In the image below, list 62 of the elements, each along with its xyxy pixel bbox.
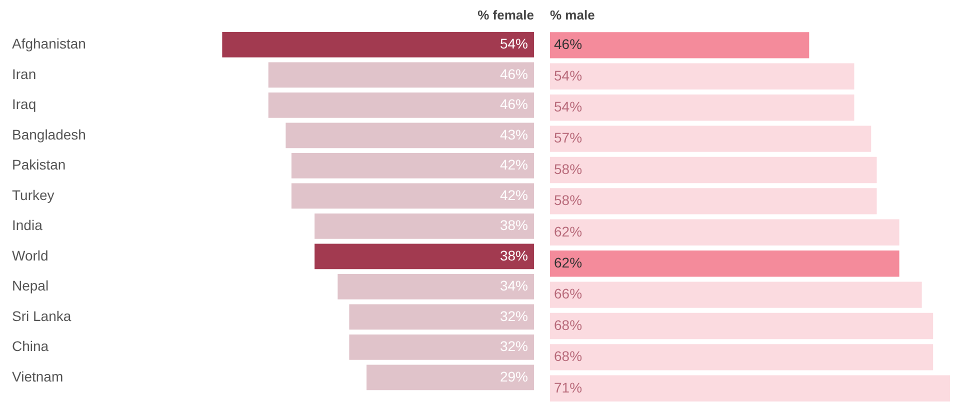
y-tick-label: Nepal <box>12 278 49 294</box>
bar <box>291 183 534 209</box>
y-tick-label: Afghanistan <box>12 36 86 52</box>
data-label: 58% <box>554 160 582 177</box>
bar <box>338 274 534 300</box>
data-label: 68% <box>554 348 582 364</box>
data-label: 68% <box>554 316 582 333</box>
y-tick-label: Pakistan <box>12 156 66 173</box>
y-tick-label: Bangladesh <box>12 126 86 142</box>
bar <box>550 282 922 308</box>
bar <box>550 126 872 152</box>
bar <box>366 364 534 390</box>
bar <box>550 188 877 214</box>
data-label: 32% <box>500 338 528 354</box>
data-label: 57% <box>554 130 582 146</box>
bar <box>314 214 534 239</box>
bar <box>268 62 534 88</box>
bar <box>349 304 534 330</box>
bar <box>550 32 810 58</box>
y-tick-label: Iran <box>12 66 36 82</box>
data-label: 54% <box>554 98 582 114</box>
chart-title: % male <box>550 7 595 22</box>
y-tick-label: China <box>12 338 49 354</box>
data-label: 62% <box>554 223 582 240</box>
bar <box>349 334 534 360</box>
y-tick-label: Sri Lanka <box>12 308 72 324</box>
y-tick-label: Vietnam <box>12 368 64 384</box>
y-tick-label: World <box>12 247 48 264</box>
bar <box>550 156 877 184</box>
data-label: 43% <box>500 126 528 142</box>
data-label: 42% <box>500 156 528 173</box>
data-label: 38% <box>500 247 528 264</box>
data-label: 54% <box>500 36 528 52</box>
bar <box>314 244 534 270</box>
y-tick-label: Turkey <box>12 186 54 203</box>
data-label: 38% <box>500 217 528 234</box>
bar <box>550 312 934 340</box>
bar <box>222 32 534 58</box>
y-tick-label: Iraq <box>12 96 36 112</box>
data-label: 32% <box>500 308 528 324</box>
data-label: 34% <box>500 278 528 294</box>
data-label: 62% <box>554 254 582 270</box>
bar <box>291 153 534 178</box>
data-label: 46% <box>500 66 528 82</box>
y-tick-label: India <box>12 217 43 234</box>
bar <box>550 94 854 121</box>
bar <box>550 250 900 277</box>
bar <box>550 63 854 90</box>
data-label: 54% <box>554 67 582 84</box>
bar <box>550 219 900 246</box>
bar <box>550 344 934 370</box>
data-label: 46% <box>554 36 582 52</box>
data-label: 42% <box>500 186 528 203</box>
bar <box>268 92 534 118</box>
bar <box>286 122 534 148</box>
data-label: 66% <box>554 286 582 302</box>
data-label: 58% <box>554 192 582 208</box>
bar <box>550 375 950 402</box>
data-label: 71% <box>554 379 582 396</box>
data-label: 46% <box>500 96 528 112</box>
data-label: 29% <box>500 368 528 384</box>
chart-title: % female <box>478 7 534 22</box>
